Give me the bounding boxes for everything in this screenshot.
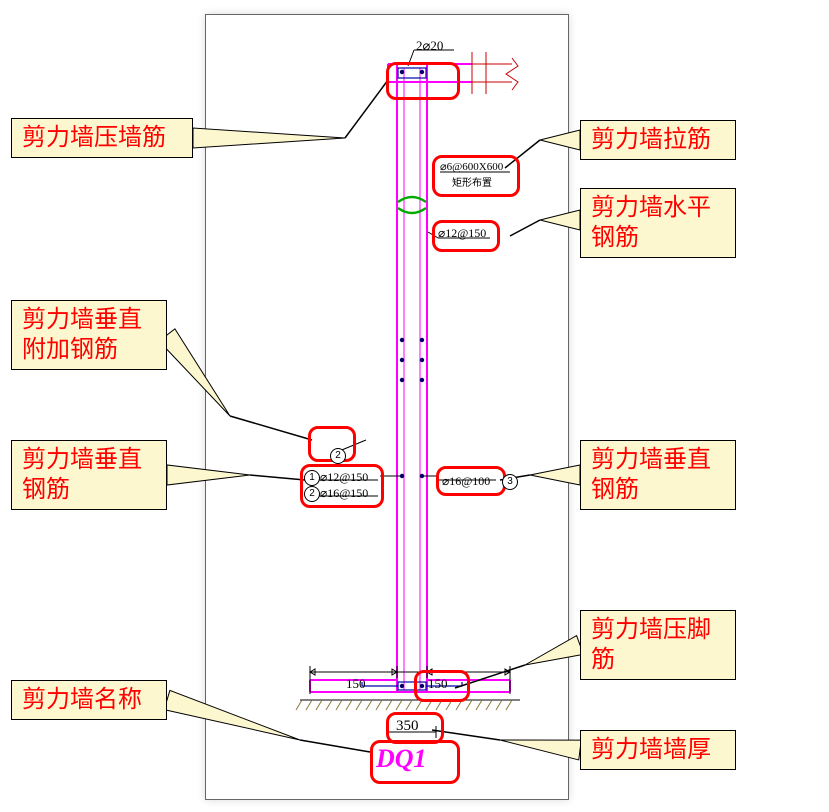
callout-chuizhi_r: 剪力墙垂直 钢筋 — [580, 440, 736, 510]
label-base_dims-right: 150 — [428, 676, 448, 692]
drawing-frame — [205, 14, 569, 800]
callout-chuizhi_l: 剪力墙垂直 钢筋 — [11, 440, 167, 510]
label-tie_label-line2: 矩形布置 — [452, 174, 492, 189]
label-vert_left_labels-text2: ⌀16@150 — [320, 486, 368, 501]
circled-vert_fu_circ: 2 — [330, 448, 346, 464]
label-vert_right-text: ⌀16@100 — [442, 474, 490, 489]
callout-lajin: 剪力墙拉筋 — [580, 120, 736, 160]
circled-vert_left_labels-circ1: 1 — [304, 470, 320, 486]
callout-chuizhi_fu: 剪力墙垂直 附加钢筋 — [11, 300, 167, 370]
callout-yajiaojin: 剪力墙压脚 筋 — [580, 610, 736, 680]
label-vert_left_labels-text1: ⌀12@150 — [320, 470, 368, 485]
callout-qianghou: 剪力墙墙厚 — [580, 730, 736, 770]
label-thickness: 350 — [396, 718, 419, 735]
callout-shuiping: 剪力墙水平 钢筋 — [580, 188, 736, 258]
label-top_bar_label: 2⌀20 — [416, 38, 443, 54]
label-tie_label-line1: ⌀6@600X600 — [440, 160, 503, 173]
callout-mingcheng: 剪力墙名称 — [11, 680, 167, 720]
label-base_dims-left: 150 — [346, 676, 366, 692]
circled-vert_right-circ: 3 — [502, 474, 518, 490]
circled-vert_left_labels-circ2: 2 — [304, 486, 320, 502]
callout-yaqiangjin: 剪力墙压墙筋 — [11, 118, 193, 158]
wall-name: DQ1 — [376, 744, 427, 774]
label-horiz_label: ⌀12@150 — [438, 226, 486, 241]
